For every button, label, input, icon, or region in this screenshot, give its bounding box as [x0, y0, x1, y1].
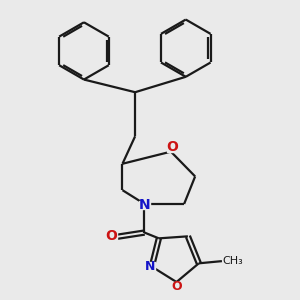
Text: O: O	[106, 230, 117, 243]
Text: CH₃: CH₃	[223, 256, 243, 266]
Text: N: N	[144, 260, 155, 273]
Bar	[167, 143, 178, 152]
Bar	[172, 282, 182, 291]
Text: O: O	[166, 140, 178, 154]
Bar	[145, 262, 154, 271]
Text: N: N	[139, 198, 150, 212]
Text: O: O	[171, 280, 182, 293]
Bar	[106, 232, 117, 241]
Bar	[139, 201, 150, 209]
